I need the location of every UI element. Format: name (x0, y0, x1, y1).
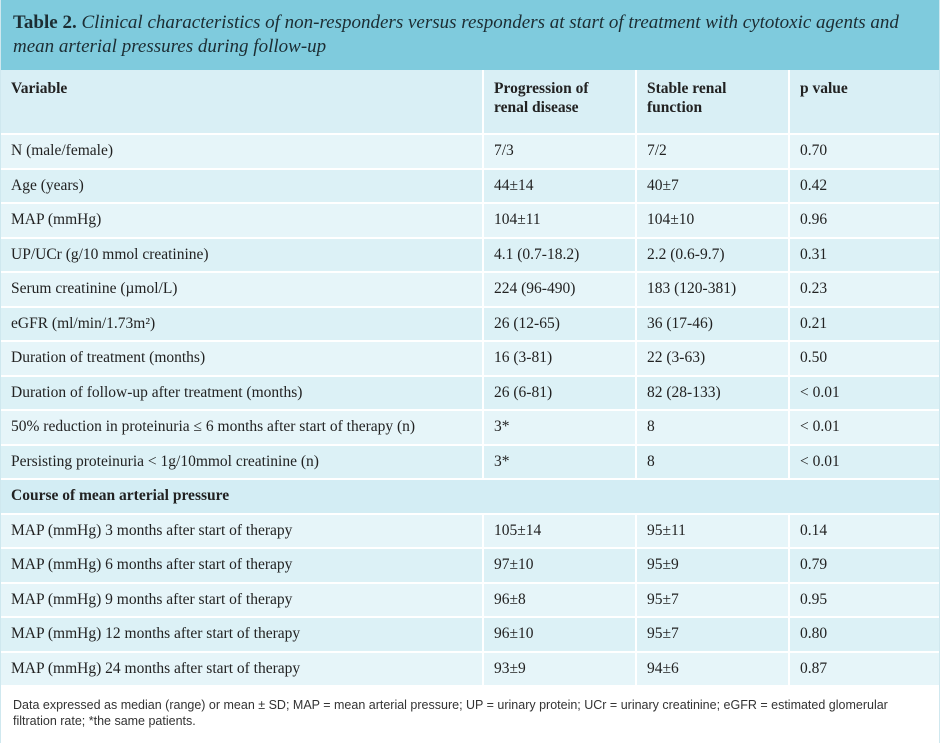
cell-variable: MAP (mmHg) 9 months after start of thera… (1, 582, 484, 617)
cell-p-value: 0.21 (789, 306, 939, 341)
cell-progression: 26 (6-81) (483, 375, 637, 410)
table-row: MAP (mmHg) 3 months after start of thera… (1, 513, 939, 548)
table-title: Clinical characteristics of non-responde… (13, 12, 899, 57)
cell-stable: 95±7 (636, 582, 790, 617)
cell-p-value: < 0.01 (789, 410, 939, 445)
table-row: MAP (mmHg) 9 months after start of thera… (1, 582, 939, 617)
table-row: MAP (mmHg) 6 months after start of thera… (1, 548, 939, 583)
cell-stable: 8 (636, 444, 790, 479)
table-row: MAP (mmHg) 24 months after start of ther… (1, 651, 939, 686)
table-row: MAP (mmHg) 104±11 104±10 0.96 (1, 203, 939, 238)
header-variable: Variable (1, 70, 484, 134)
cell-stable: 7/2 (636, 134, 790, 169)
cell-progression: 96±10 (483, 617, 637, 652)
cell-p-value: 0.96 (789, 203, 939, 238)
cell-variable: MAP (mmHg) 24 months after start of ther… (1, 651, 484, 686)
table-footnote: Data expressed as median (range) or mean… (13, 698, 888, 728)
cell-p-value: < 0.01 (789, 375, 939, 410)
cell-p-value: 0.50 (789, 341, 939, 376)
cell-variable: Persisting proteinuria < 1g/10mmol creat… (1, 444, 484, 479)
cell-stable: 104±10 (636, 203, 790, 238)
cell-variable: Duration of treatment (months) (1, 341, 484, 376)
cell-progression: 96±8 (483, 582, 637, 617)
header-p-value: p value (789, 70, 939, 134)
data-table: Variable Progression of renal disease St… (1, 70, 939, 687)
table-row: Persisting proteinuria < 1g/10mmol creat… (1, 444, 939, 479)
cell-variable: MAP (mmHg) 6 months after start of thera… (1, 548, 484, 583)
cell-stable: 95±9 (636, 548, 790, 583)
cell-variable: MAP (mmHg) (1, 203, 484, 238)
cell-p-value: 0.70 (789, 134, 939, 169)
cell-variable: N (male/female) (1, 134, 484, 169)
cell-stable: 22 (3-63) (636, 341, 790, 376)
cell-stable: 2.2 (0.6-9.7) (636, 237, 790, 272)
cell-p-value: < 0.01 (789, 444, 939, 479)
table-row: Duration of treatment (months) 16 (3-81) 2… (1, 341, 939, 376)
cell-variable: eGFR (ml/min/1.73m²) (1, 306, 484, 341)
cell-variable: 50% reduction in proteinuria ≤ 6 months … (1, 410, 484, 445)
table-row: Duration of follow-up after treatment (m… (1, 375, 939, 410)
table-row: UP/UCr (g/10 mmol creatinine) 4.1 (0.7-18… (1, 237, 939, 272)
cell-p-value: 0.42 (789, 168, 939, 203)
table-row: eGFR (ml/min/1.73m²) 26 (12-65) 36 (17-46)… (1, 306, 939, 341)
cell-stable: 36 (17-46) (636, 306, 790, 341)
cell-variable: Serum creatinine (µmol/L) (1, 272, 484, 307)
cell-progression: 3* (483, 410, 637, 445)
cell-stable: 40±7 (636, 168, 790, 203)
cell-progression: 4.1 (0.7-18.2) (483, 237, 637, 272)
cell-stable: 95±11 (636, 513, 790, 548)
cell-variable: Age (years) (1, 168, 484, 203)
cell-progression: 93±9 (483, 651, 637, 686)
cell-progression: 7/3 (483, 134, 637, 169)
table-row: 50% reduction in proteinuria ≤ 6 months … (1, 410, 939, 445)
cell-progression: 16 (3-81) (483, 341, 637, 376)
header-row: Variable Progression of renal disease St… (1, 70, 939, 134)
cell-stable: 8 (636, 410, 790, 445)
table-body: N (male/female) 7/3 7/2 0.70 Age (years) 44±1… (1, 134, 939, 686)
section-row: Course of mean arterial pressure (1, 479, 939, 514)
cell-p-value: 0.31 (789, 237, 939, 272)
table-row: N (male/female) 7/3 7/2 0.70 (1, 134, 939, 169)
cell-p-value: 0.87 (789, 651, 939, 686)
cell-stable: 183 (120-381) (636, 272, 790, 307)
cell-p-value: 0.79 (789, 548, 939, 583)
cell-p-value: 0.23 (789, 272, 939, 307)
header-stable: Stable renal function (636, 70, 790, 134)
section-title: Course of mean arterial pressure (1, 479, 939, 514)
cell-p-value: 0.80 (789, 617, 939, 652)
cell-p-value: 0.95 (789, 582, 939, 617)
table-row: Age (years) 44±14 40±7 0.42 (1, 168, 939, 203)
cell-variable: UP/UCr (g/10 mmol creatinine) (1, 237, 484, 272)
cell-progression: 26 (12-65) (483, 306, 637, 341)
cell-stable: 95±7 (636, 617, 790, 652)
table-number: Table 2. (13, 12, 77, 33)
cell-variable: Duration of follow-up after treatment (m… (1, 375, 484, 410)
cell-variable: MAP (mmHg) 12 months after start of ther… (1, 617, 484, 652)
cell-p-value: 0.14 (789, 513, 939, 548)
cell-stable: 82 (28-133) (636, 375, 790, 410)
table-row: MAP (mmHg) 12 months after start of ther… (1, 617, 939, 652)
cell-progression: 3* (483, 444, 637, 479)
cell-variable: MAP (mmHg) 3 months after start of thera… (1, 513, 484, 548)
cell-progression: 104±11 (483, 203, 637, 238)
cell-progression: 224 (96-490) (483, 272, 637, 307)
cell-progression: 105±14 (483, 513, 637, 548)
cell-progression: 44±14 (483, 168, 637, 203)
table-row: Serum creatinine (µmol/L) 224 (96-490) 183… (1, 272, 939, 307)
cell-progression: 97±10 (483, 548, 637, 583)
table-caption: Table 2. Clinical characteristics of non… (1, 0, 939, 70)
header-progression: Progression of renal disease (483, 70, 637, 134)
cell-stable: 94±6 (636, 651, 790, 686)
